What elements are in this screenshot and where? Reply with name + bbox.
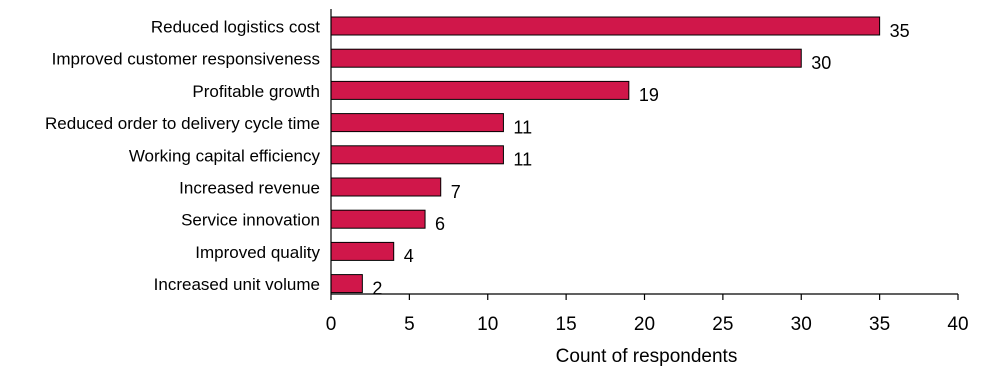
data-label: 30	[811, 53, 831, 73]
data-label: 6	[435, 214, 445, 234]
x-tick-label: 0	[326, 314, 337, 335]
category-label: Increased unit volume	[154, 275, 320, 294]
x-tick-label: 10	[477, 314, 498, 335]
data-label: 11	[513, 150, 532, 170]
category-label: Working capital efficiency	[129, 146, 321, 165]
x-tick-label: 5	[404, 314, 415, 335]
x-tick-label: 25	[712, 314, 733, 335]
data-label: 2	[372, 278, 382, 298]
bar	[330, 16, 881, 36]
bar	[330, 241, 395, 261]
bar	[330, 177, 442, 197]
x-tick-label: 15	[556, 314, 577, 335]
x-tick-label: 30	[791, 314, 812, 335]
x-tick-label: 40	[947, 314, 968, 335]
x-tick-label: 20	[634, 314, 655, 335]
data-label: 4	[404, 246, 414, 266]
category-label: Reduced logistics cost	[151, 17, 320, 36]
category-label: Service innovation	[181, 211, 320, 230]
data-labels: 35 30 19 11 11 76 4 2	[372, 21, 909, 299]
category-label: Profitable growth	[192, 82, 320, 101]
bar	[330, 80, 630, 100]
x-ticks: 0 5 10 15 20 25 30 35 40	[326, 294, 969, 335]
bar	[330, 145, 504, 165]
category-label: Increased revenue	[179, 178, 320, 197]
category-label: Improved quality	[195, 243, 320, 262]
data-label: 35	[890, 21, 910, 41]
data-label: 7	[451, 182, 461, 202]
bar	[330, 274, 363, 294]
data-label: 11	[513, 117, 532, 137]
category-label: Reduced order to delivery cycle time	[45, 114, 320, 133]
x-tick-label: 35	[869, 314, 890, 335]
data-label: 19	[639, 85, 659, 105]
bar	[330, 113, 504, 133]
bar	[330, 209, 426, 229]
x-axis-title: Count of respondents	[556, 346, 738, 367]
category-label: Improved customer responsiveness	[52, 50, 320, 69]
category-labels: Reduced logistics cost Improved customer …	[45, 17, 320, 294]
bar	[330, 48, 802, 68]
